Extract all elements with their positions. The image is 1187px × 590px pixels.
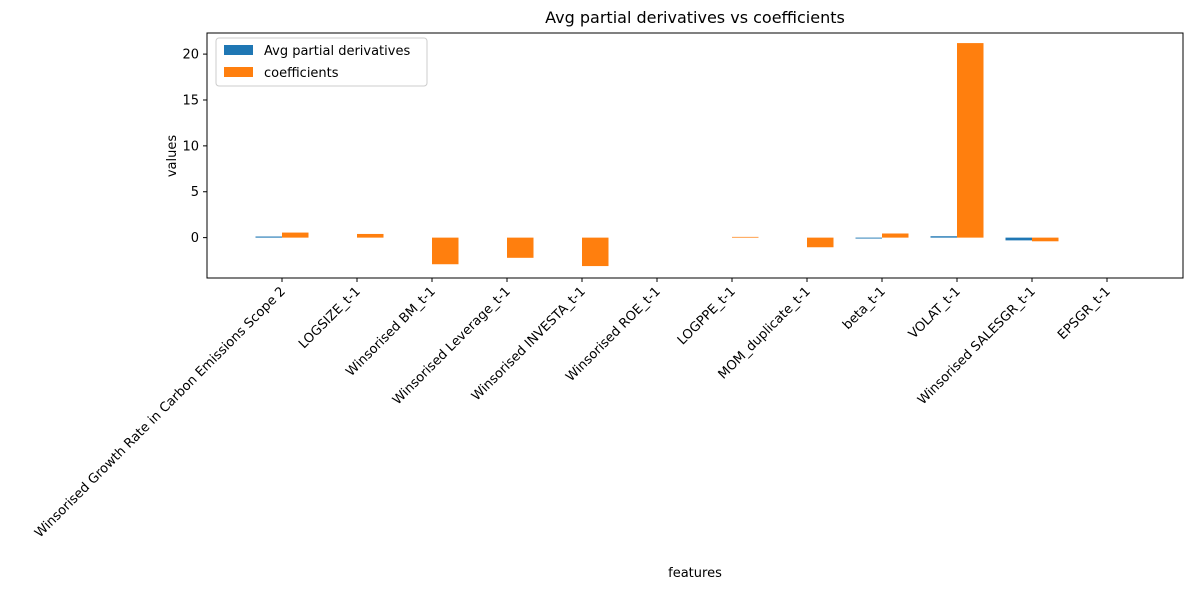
bar-avg-partial-derivatives-winsorised-growth-rate-in-carbon-emissions-scope-2: [255, 236, 282, 238]
x-axis-label: features: [668, 566, 722, 581]
legend-box: [215, 37, 428, 87]
y-axis-label: values: [165, 135, 180, 178]
bar-coefficients-logppe-t-1: [732, 236, 759, 238]
legend-swatch-coefficients: [224, 67, 253, 77]
legend-label-avg-partial-derivatives: Avg partial derivatives: [264, 44, 410, 59]
x-axis: Winsorised Growth Rate in Carbon Emissio…: [32, 278, 1114, 541]
legend-label-coefficients: coefficients: [264, 66, 339, 81]
x-tick-label-logppe-t-1: LOGPPE_t-1: [675, 284, 739, 348]
y-tick-label: 5: [191, 185, 199, 200]
legend: Avg partial derivatives coefficients: [215, 37, 428, 87]
y-tick-label: 0: [191, 231, 199, 246]
bar-coefficients-winsorised-bm-t-1: [432, 237, 459, 265]
x-tick-label-volat-t-1: VOLAT_t-1: [906, 284, 964, 342]
x-tick-label-winsorised-growth-rate-in-carbon-emissions-scope-2: Winsorised Growth Rate in Carbon Emissio…: [32, 284, 289, 541]
y-tick-label: 15: [182, 93, 199, 108]
y-tick-label: 10: [182, 139, 199, 154]
y-axis: 0 5 10 15 20: [182, 48, 207, 246]
bar-coefficients-winsorised-investa-t-1: [582, 237, 609, 267]
bar-avg-partial-derivatives-volat-t-1: [930, 236, 957, 238]
bar-avg-partial-derivatives-beta-t-1: [855, 237, 882, 239]
x-tick-label-epsgr-t-1: EPSGR_t-1: [1055, 284, 1114, 343]
plot-frame: [206, 32, 1184, 279]
bar-coefficients-winsorised-leverage-t-1: [507, 237, 534, 258]
bar-coefficients-beta-t-1: [882, 233, 909, 238]
x-tick-label-logsize-t-1: LOGSIZE_t-1: [296, 284, 364, 352]
chart-title: Avg partial derivatives vs coefficients: [545, 8, 845, 27]
bar-coefficients-volat-t-1: [957, 43, 984, 238]
bar-coefficients-winsorised-salesgr-t-1: [1032, 237, 1059, 242]
x-tick-label-beta-t-1: beta_t-1: [840, 284, 889, 333]
bar-coefficients-mom-duplicate-t-1: [807, 237, 834, 248]
legend-swatch-avg-partial-derivatives: [224, 45, 253, 55]
plot-area: [255, 43, 1059, 267]
y-tick-label: 20: [182, 48, 199, 63]
bar-avg-partial-derivatives-winsorised-salesgr-t-1: [1005, 237, 1032, 241]
bar-coefficients-winsorised-growth-rate-in-carbon-emissions-scope-2: [282, 232, 309, 238]
bar-coefficients-logsize-t-1: [357, 233, 384, 238]
